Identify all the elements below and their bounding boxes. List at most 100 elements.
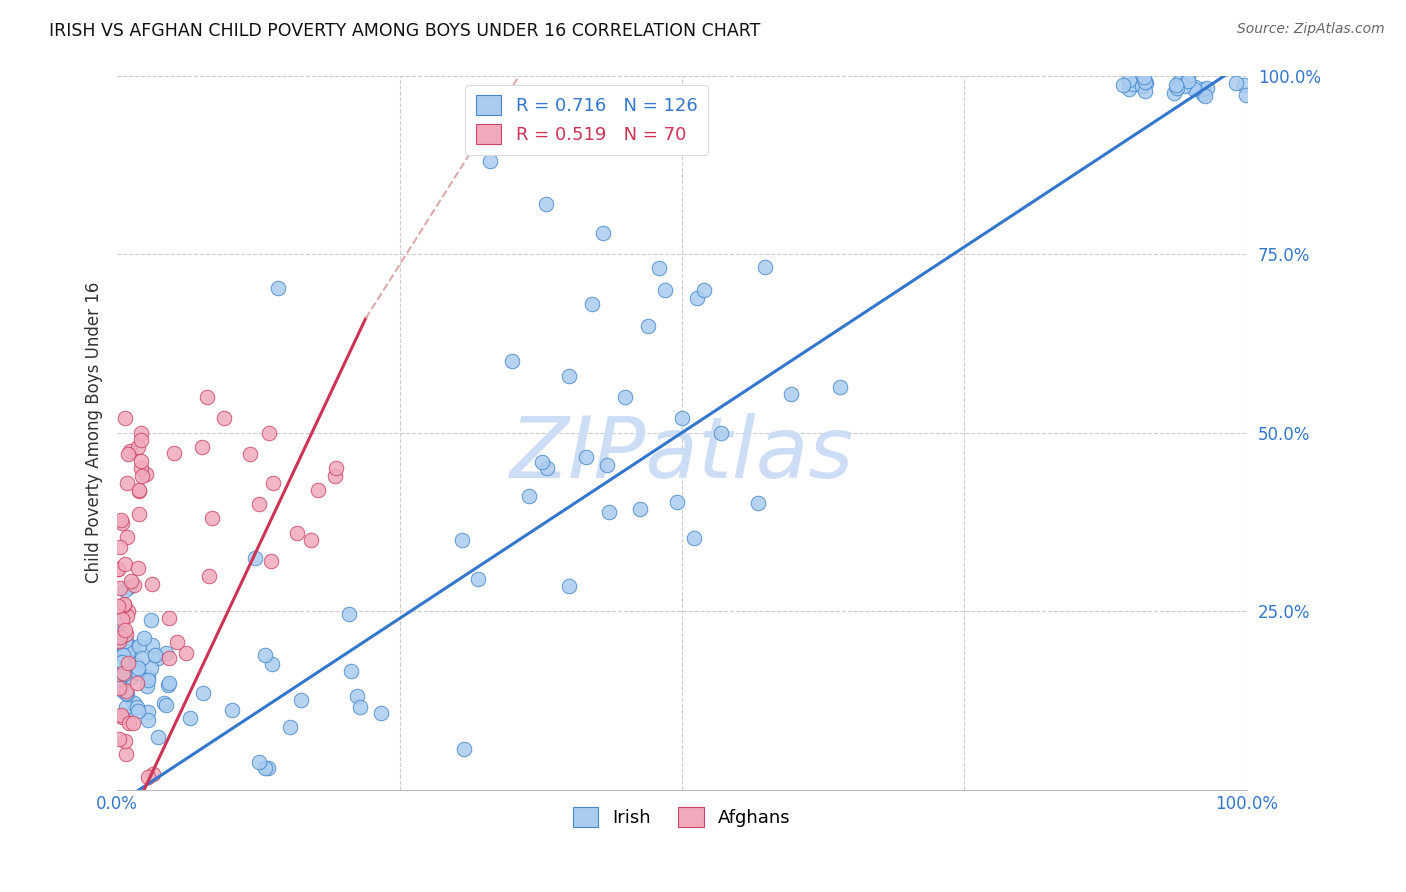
Point bbox=[111, 684, 134, 698]
Point bbox=[256, 762, 278, 776]
Point bbox=[197, 390, 219, 404]
Point bbox=[107, 673, 129, 688]
Point bbox=[117, 609, 139, 624]
Point bbox=[141, 577, 163, 591]
Text: ZIPatlas: ZIPatlas bbox=[510, 413, 853, 496]
Point bbox=[1164, 78, 1187, 92]
Point bbox=[115, 659, 138, 673]
Point bbox=[146, 730, 169, 744]
Point bbox=[148, 650, 170, 665]
Point bbox=[114, 686, 136, 700]
Point bbox=[117, 604, 139, 618]
Point bbox=[111, 516, 134, 531]
Point bbox=[828, 380, 851, 394]
Point bbox=[1112, 78, 1135, 92]
Point bbox=[112, 665, 135, 680]
Point bbox=[135, 467, 157, 481]
Point bbox=[682, 531, 704, 545]
Point bbox=[107, 666, 129, 681]
Point bbox=[596, 458, 619, 472]
Point bbox=[118, 444, 141, 458]
Point bbox=[176, 646, 198, 660]
Point bbox=[451, 533, 474, 547]
Point bbox=[114, 623, 136, 637]
Point bbox=[1234, 88, 1257, 103]
Point bbox=[110, 707, 132, 722]
Point bbox=[1173, 78, 1195, 93]
Point bbox=[278, 720, 301, 734]
Point bbox=[114, 558, 136, 572]
Point bbox=[136, 673, 159, 687]
Point bbox=[191, 440, 214, 454]
Point bbox=[1135, 74, 1157, 88]
Point bbox=[128, 508, 150, 522]
Point bbox=[648, 261, 671, 276]
Point bbox=[107, 561, 129, 575]
Point bbox=[592, 226, 614, 240]
Text: Source: ZipAtlas.com: Source: ZipAtlas.com bbox=[1237, 22, 1385, 37]
Point bbox=[125, 675, 148, 690]
Point bbox=[152, 697, 174, 711]
Point bbox=[107, 635, 129, 649]
Point bbox=[117, 709, 139, 723]
Point bbox=[453, 741, 475, 756]
Point bbox=[107, 613, 129, 627]
Y-axis label: Child Poverty Among Boys Under 16: Child Poverty Among Boys Under 16 bbox=[86, 282, 103, 583]
Point bbox=[517, 489, 540, 503]
Point bbox=[132, 631, 155, 645]
Point bbox=[212, 411, 235, 425]
Point bbox=[136, 705, 159, 719]
Point bbox=[299, 533, 322, 547]
Point bbox=[239, 447, 262, 461]
Point bbox=[117, 447, 139, 461]
Point bbox=[114, 747, 136, 761]
Point bbox=[254, 648, 277, 662]
Point bbox=[686, 291, 709, 305]
Point bbox=[107, 599, 129, 613]
Point bbox=[262, 657, 284, 671]
Point bbox=[1133, 84, 1156, 98]
Point bbox=[1184, 82, 1206, 96]
Point bbox=[1118, 73, 1140, 87]
Point bbox=[581, 297, 603, 311]
Point bbox=[125, 699, 148, 714]
Point bbox=[370, 706, 392, 720]
Point bbox=[136, 713, 159, 727]
Point bbox=[107, 681, 129, 695]
Point bbox=[243, 551, 266, 566]
Point bbox=[107, 732, 129, 747]
Point bbox=[531, 455, 554, 469]
Point bbox=[754, 260, 776, 274]
Point bbox=[257, 425, 280, 440]
Point bbox=[671, 411, 693, 425]
Point bbox=[637, 318, 659, 333]
Point bbox=[1118, 82, 1140, 96]
Point bbox=[131, 651, 153, 665]
Point bbox=[107, 634, 129, 648]
Point bbox=[478, 154, 501, 169]
Point bbox=[114, 583, 136, 598]
Point bbox=[115, 475, 138, 490]
Point bbox=[117, 645, 139, 659]
Point bbox=[1184, 79, 1206, 94]
Point bbox=[1133, 70, 1156, 85]
Point bbox=[117, 580, 139, 594]
Point bbox=[108, 631, 131, 645]
Point bbox=[247, 497, 270, 511]
Point bbox=[628, 501, 651, 516]
Point bbox=[467, 572, 489, 586]
Point bbox=[325, 461, 347, 475]
Point bbox=[114, 411, 136, 425]
Point bbox=[558, 579, 581, 593]
Point bbox=[122, 696, 145, 710]
Point bbox=[129, 433, 152, 447]
Point bbox=[1122, 77, 1144, 91]
Point bbox=[136, 771, 159, 785]
Point bbox=[120, 640, 142, 654]
Point bbox=[131, 468, 153, 483]
Point bbox=[349, 699, 371, 714]
Point bbox=[127, 440, 149, 454]
Point bbox=[266, 281, 288, 295]
Text: IRISH VS AFGHAN CHILD POVERTY AMONG BOYS UNDER 16 CORRELATION CHART: IRISH VS AFGHAN CHILD POVERTY AMONG BOYS… bbox=[49, 22, 761, 40]
Point bbox=[142, 767, 165, 781]
